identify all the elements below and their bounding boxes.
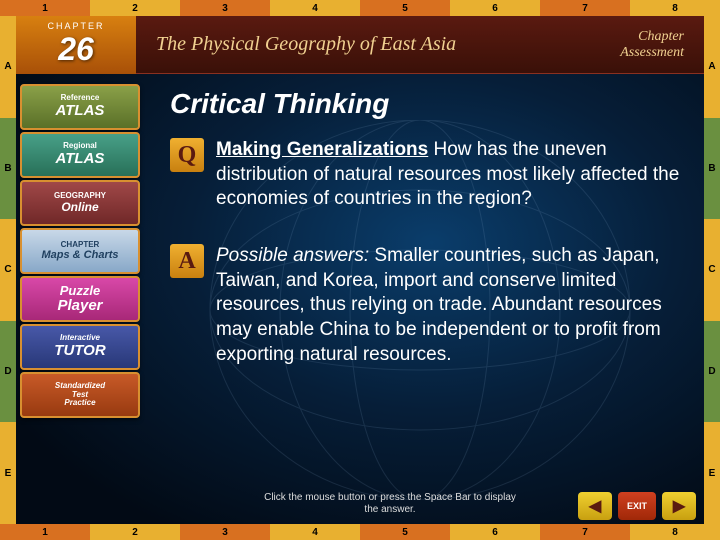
- header-assessment: Chapter Assessment: [620, 29, 704, 61]
- page-title: The Physical Geography of East Asia: [136, 33, 620, 56]
- answer-text: Possible answers: Smaller countries, suc…: [216, 244, 680, 367]
- footer-nav: ◀ EXIT ▶: [578, 492, 696, 520]
- sidebar-item-bot: Practice: [64, 399, 95, 408]
- sidebar-item-label: Puzzle: [60, 284, 100, 298]
- ruler-cell: 6: [450, 524, 540, 540]
- header-right-bottom: Assessment: [620, 45, 684, 61]
- ruler-cell: D: [704, 321, 720, 423]
- ruler-cell: C: [0, 219, 16, 321]
- arrow-right-icon: ▶: [673, 496, 685, 516]
- section-title: Critical Thinking: [170, 88, 680, 120]
- ruler-cell: D: [0, 321, 16, 423]
- ruler-cell: E: [704, 422, 720, 524]
- nav-prev-button[interactable]: ◀: [578, 492, 612, 520]
- answer-block: A Possible answers: Smaller countries, s…: [170, 244, 680, 367]
- sidebar: Reference ATLAS Regional ATLAS GEOGRAPHY…: [16, 80, 144, 422]
- sidebar-item-big: Player: [57, 298, 102, 315]
- sidebar-item-big: ATLAS: [56, 103, 105, 120]
- header-right-top: Chapter: [620, 29, 684, 45]
- ruler-cell: C: [704, 219, 720, 321]
- sidebar-item-big: Online: [61, 201, 98, 214]
- sidebar-item-big: ATLAS: [56, 151, 105, 168]
- ruler-cell: A: [704, 16, 720, 118]
- ruler-cell: 6: [450, 0, 540, 16]
- ruler-cell: A: [0, 16, 16, 118]
- ruler-cell: 3: [180, 524, 270, 540]
- ruler-bottom: 1 2 3 4 5 6 7 8: [0, 524, 720, 540]
- chapter-number: 26: [58, 31, 94, 68]
- hint-text: Click the mouse button or press the Spac…: [260, 492, 520, 516]
- sidebar-item-reference-atlas[interactable]: Reference ATLAS: [20, 84, 140, 130]
- ruler-cell: 1: [0, 524, 90, 540]
- sidebar-item-geography-online[interactable]: GEOGRAPHY Online: [20, 180, 140, 226]
- sidebar-item-puzzle-player[interactable]: Puzzle Player: [20, 276, 140, 322]
- nav-next-button[interactable]: ▶: [662, 492, 696, 520]
- ruler-cell: 8: [630, 0, 720, 16]
- answer-icon: A: [170, 244, 204, 278]
- question-icon: Q: [170, 138, 204, 172]
- ruler-cell: 7: [540, 0, 630, 16]
- ruler-cell: 8: [630, 524, 720, 540]
- ruler-cell: 4: [270, 524, 360, 540]
- sidebar-item-test-practice[interactable]: Standardized Test Practice: [20, 372, 140, 418]
- sidebar-item-maps-charts[interactable]: CHAPTER Maps & Charts: [20, 228, 140, 274]
- ruler-cell: B: [0, 118, 16, 220]
- ruler-cell: 3: [180, 0, 270, 16]
- arrow-left-icon: ◀: [589, 496, 601, 516]
- ruler-right: A B C D E: [704, 16, 720, 524]
- answer-prefix: Possible answers:: [216, 245, 369, 266]
- ruler-cell: 5: [360, 524, 450, 540]
- ruler-top: 1 2 3 4 5 6 7 8: [0, 0, 720, 16]
- sidebar-item-big: TUTOR: [54, 343, 105, 360]
- chapter-badge: CHAPTER 26: [16, 16, 136, 74]
- question-topic: Making Generalizations: [216, 139, 428, 160]
- nav-exit-button[interactable]: EXIT: [618, 492, 656, 520]
- ruler-cell: 5: [360, 0, 450, 16]
- exit-label: EXIT: [627, 501, 647, 511]
- sidebar-item-interactive-tutor[interactable]: Interactive TUTOR: [20, 324, 140, 370]
- question-block: Q Making Generalizations How has the une…: [170, 138, 680, 212]
- sidebar-item-big: Maps & Charts: [41, 249, 118, 261]
- ruler-left: A B C D E: [0, 16, 16, 524]
- header-bar: CHAPTER 26 The Physical Geography of Eas…: [16, 16, 704, 74]
- content-area: Critical Thinking Q Making Generalizatio…: [150, 80, 700, 484]
- ruler-cell: E: [0, 422, 16, 524]
- chapter-label: CHAPTER: [47, 21, 104, 31]
- ruler-cell: 1: [0, 0, 90, 16]
- ruler-cell: 2: [90, 524, 180, 540]
- page-root: 1 2 3 4 5 6 7 8 A B C D E A B C D E 1 2 …: [0, 0, 720, 540]
- question-text: Making Generalizations How has the uneve…: [216, 138, 680, 212]
- sidebar-item-regional-atlas[interactable]: Regional ATLAS: [20, 132, 140, 178]
- sidebar-item-label: CHAPTER: [61, 241, 100, 250]
- ruler-cell: B: [704, 118, 720, 220]
- ruler-cell: 7: [540, 524, 630, 540]
- ruler-cell: 4: [270, 0, 360, 16]
- ruler-cell: 2: [90, 0, 180, 16]
